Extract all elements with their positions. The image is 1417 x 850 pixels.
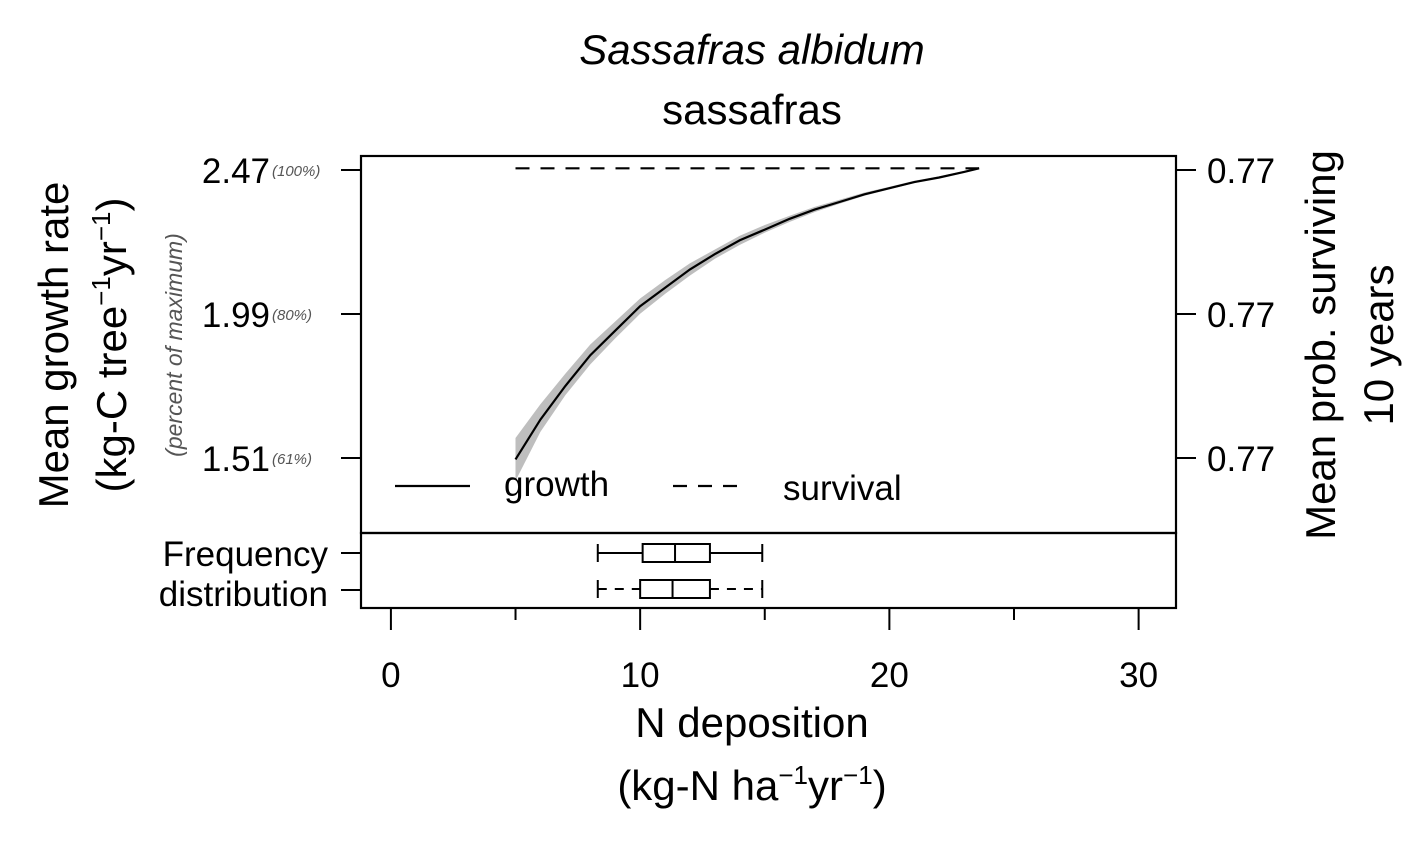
x-axis: 0 10 20 30 [381, 607, 1158, 695]
growth-confidence-band [515, 167, 980, 481]
y-left-tick-percent: (100%) [272, 163, 320, 180]
y-left-tick-label: 2.47 [202, 152, 270, 191]
y-right-title-line2: 10 years [1355, 264, 1402, 425]
freq-label-line2: distribution [159, 575, 328, 614]
x-axis-title: N deposition [635, 699, 868, 746]
y-right-ticks: 0.77 0.77 0.77 [1176, 152, 1275, 479]
legend-survival-label: survival [783, 469, 902, 508]
y-left-title: Mean growth rate [30, 182, 77, 509]
chart-title-common: sassafras [662, 86, 842, 133]
plot-area [514, 167, 980, 481]
boxplot-box [641, 543, 711, 563]
svg-text:(percent of maximum): (percent of maximum) [161, 233, 187, 457]
y-right-tick-label: 0.77 [1207, 440, 1275, 479]
x-tick-label: 0 [381, 656, 400, 695]
chart-title-species: Sassafras albidum [579, 26, 925, 73]
boxplots [596, 543, 764, 599]
boxplot-box [639, 579, 711, 599]
growth-line [514, 167, 980, 460]
svg-text:Mean growth rate: Mean growth rate [30, 182, 77, 509]
y-left-tick-label: 1.51 [202, 440, 270, 479]
y-left-tick-percent: (80%) [272, 307, 312, 324]
svg-text:(kg-C tree−1yr−1): (kg-C tree−1yr−1) [86, 197, 135, 492]
x-axis-title-units: (kg-N ha−1yr−1) [617, 760, 886, 809]
y-left-percent-label: (percent of maximum) [161, 233, 187, 457]
freq-label-line1: Frequency [163, 535, 329, 574]
legend-growth-label: growth [504, 465, 609, 504]
svg-text:10 years: 10 years [1355, 264, 1402, 425]
x-tick-label: 10 [621, 656, 660, 695]
y-left-tick-label: 1.99 [202, 296, 270, 335]
plot-frame [359, 154, 1178, 535]
y-right-title: Mean prob. surviving [1297, 150, 1344, 540]
x-tick-label: 20 [870, 656, 909, 695]
legend: growth survival [395, 465, 902, 508]
y-right-tick-label: 0.77 [1207, 152, 1275, 191]
y-left-title-units: (kg-C tree−1yr−1) [86, 197, 135, 492]
y-left-tick-percent: (61%) [272, 451, 312, 468]
freq-panel-frame [359, 531, 1178, 610]
y-left-ticks: 2.47 (100%) 1.99 (80%) 1.51 (61%) [202, 152, 361, 479]
svg-text:Mean prob. surviving: Mean prob. surviving [1297, 150, 1344, 540]
y-right-tick-label: 0.77 [1207, 296, 1275, 335]
x-tick-label: 30 [1119, 656, 1158, 695]
